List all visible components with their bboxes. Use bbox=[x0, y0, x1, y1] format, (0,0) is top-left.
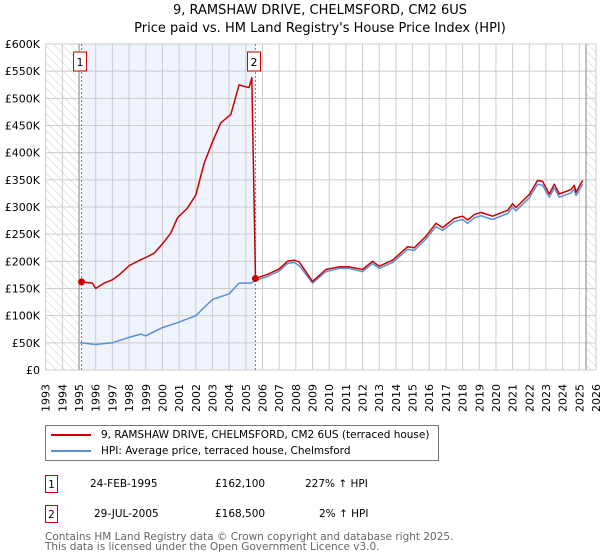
x-tick-label: 2008 bbox=[290, 384, 303, 412]
y-tick-label: £200K bbox=[5, 255, 41, 268]
legend-label: 9, RAMSHAW DRIVE, CHELMSFORD, CM2 6US (t… bbox=[101, 429, 430, 441]
x-tick-label: 2012 bbox=[357, 384, 370, 412]
x-tick-label: 2025 bbox=[573, 384, 586, 412]
x-tick-label: 1998 bbox=[123, 384, 136, 412]
x-tick-label: 2004 bbox=[223, 384, 236, 412]
x-tick-label: 1995 bbox=[73, 384, 86, 412]
x-tick-label: 2022 bbox=[523, 384, 536, 412]
x-tick-label: 2023 bbox=[540, 384, 553, 412]
y-tick-label: £250K bbox=[5, 228, 41, 241]
x-tick-label: 2011 bbox=[340, 384, 353, 412]
legend-label: HPI: Average price, terraced house, Chel… bbox=[101, 445, 351, 457]
property-price-line bbox=[81, 76, 584, 290]
transaction-row: 2 29-JUL-2005 £168,500 2% ↑ HPI bbox=[45, 505, 465, 525]
y-tick-label: £100K bbox=[5, 310, 41, 323]
transaction-badge: 2 bbox=[45, 505, 58, 523]
sale-point bbox=[251, 274, 259, 282]
footer-licence: This data is licensed under the Open Gov… bbox=[45, 541, 380, 553]
x-tick-label: 2017 bbox=[440, 384, 453, 412]
legend-swatch-red bbox=[51, 434, 91, 436]
y-tick-label: £0 bbox=[26, 364, 40, 377]
x-tick-label: 2009 bbox=[307, 384, 320, 412]
x-tick-label: 2021 bbox=[507, 384, 520, 412]
y-tick-label: £50K bbox=[12, 337, 41, 350]
transaction-price: £168,500 bbox=[215, 508, 266, 520]
x-tick-label: 2015 bbox=[407, 384, 420, 412]
transaction-date: 29-JUL-2005 bbox=[94, 508, 159, 520]
x-tick-label: 2005 bbox=[240, 384, 253, 412]
x-tick-label: 1999 bbox=[140, 384, 153, 412]
hpi-line bbox=[80, 183, 584, 346]
transaction-row: 1 24-FEB-1995 £162,100 227% ↑ HPI bbox=[45, 475, 465, 495]
x-tick-label: 2014 bbox=[390, 384, 403, 412]
sale-label: 2 bbox=[250, 56, 257, 69]
legend: 9, RAMSHAW DRIVE, CHELMSFORD, CM2 6US (t… bbox=[45, 425, 439, 461]
price-chart: 1993 1994 1995 1996 1997 1998 1999 2000 2001 2002… bbox=[5, 38, 600, 412]
transaction-hpi: 227% ↑ HPI bbox=[305, 478, 368, 490]
x-tick-label: 2010 bbox=[323, 384, 336, 412]
y-tick-label: £500K bbox=[5, 92, 41, 105]
x-tick-label: 2006 bbox=[256, 384, 269, 412]
x-tick-label: 2007 bbox=[273, 384, 286, 412]
footer-copyright: Contains HM Land Registry data © Crown c… bbox=[45, 531, 454, 543]
legend-swatch-blue bbox=[51, 450, 91, 452]
transaction-date: 24-FEB-1995 bbox=[90, 478, 158, 490]
y-tick-label: £150K bbox=[5, 283, 41, 296]
y-tick-label: £300K bbox=[5, 201, 41, 214]
y-tick-label: £550K bbox=[5, 65, 41, 78]
sale-label: 1 bbox=[77, 56, 84, 69]
transaction-badge: 1 bbox=[45, 475, 58, 493]
y-tick-label: £450K bbox=[5, 120, 41, 133]
x-tick-label: 1996 bbox=[90, 384, 103, 412]
transaction-price: £162,100 bbox=[215, 478, 266, 490]
chart-subtitle: Price paid vs. HM Land Registry's House … bbox=[134, 21, 506, 36]
sale-label-box bbox=[246, 51, 261, 72]
x-tick-label: 2013 bbox=[373, 384, 386, 412]
x-tick-label: 2002 bbox=[190, 384, 203, 412]
sale-point bbox=[78, 278, 86, 286]
y-tick-label: £400K bbox=[5, 147, 41, 160]
x-tick-label: 2018 bbox=[457, 384, 470, 412]
transaction-hpi: 2% ↑ HPI bbox=[319, 508, 369, 520]
legend-item-hpi: HPI: Average price, terraced house, Chel… bbox=[46, 443, 350, 459]
legend-item-property: 9, RAMSHAW DRIVE, CHELMSFORD, CM2 6US (t… bbox=[46, 427, 429, 443]
x-tick-label: 2016 bbox=[423, 384, 436, 412]
x-tick-label: 2000 bbox=[156, 384, 169, 412]
x-tick-label: 1993 bbox=[40, 384, 53, 412]
sale-label-box bbox=[73, 51, 88, 72]
y-tick-label: £600K bbox=[5, 38, 41, 51]
x-tick-label: 2026 bbox=[590, 384, 600, 412]
x-tick-label: 2019 bbox=[473, 384, 486, 412]
x-tick-label: 1994 bbox=[56, 384, 69, 412]
x-tick-label: 2003 bbox=[206, 384, 219, 412]
x-tick-label: 1997 bbox=[106, 384, 119, 412]
y-tick-label: £350K bbox=[5, 174, 41, 187]
x-tick-label: 2001 bbox=[173, 384, 186, 412]
chart-title: 9, RAMSHAW DRIVE, CHELMSFORD, CM2 6US bbox=[172, 3, 468, 18]
x-tick-label: 2024 bbox=[557, 384, 570, 412]
x-tick-label: 2020 bbox=[490, 384, 503, 412]
